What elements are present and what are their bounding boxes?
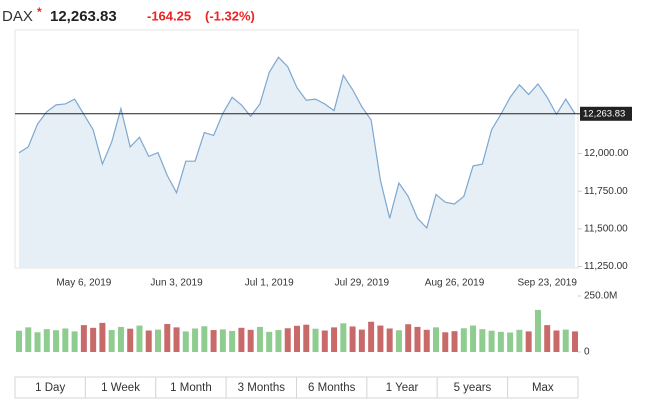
x-tick-label: Jul 1, 2019 [245, 278, 294, 289]
volume-bar [479, 329, 486, 352]
volume-bar [192, 328, 199, 352]
volume-bar [312, 328, 319, 352]
volume-bar [358, 329, 365, 352]
volume-bar [256, 326, 263, 352]
x-tick-label: Jun 3, 2019 [150, 278, 203, 289]
marker: * [37, 5, 42, 19]
volume-bar [127, 328, 134, 352]
volume-bar [294, 325, 300, 352]
volume-bar [368, 321, 375, 352]
change: -164.25 [147, 8, 191, 23]
volume-bar [117, 326, 124, 352]
volume-bar [53, 330, 60, 352]
volume-bar [405, 324, 412, 352]
volume-bar [229, 330, 236, 352]
volume-bar [219, 329, 226, 352]
volume-bar [16, 330, 22, 352]
range-button-label[interactable]: 1 Year [386, 382, 419, 394]
volume-bar [525, 331, 532, 352]
volume-bar [90, 327, 97, 352]
volume-bar [210, 330, 217, 352]
volume-tick-label: 250.0M [584, 291, 617, 302]
volume-tick-label: 0 [584, 347, 590, 358]
x-tick-label: Aug 26, 2019 [425, 278, 485, 289]
volume-bar [340, 323, 347, 352]
volume-bar [488, 330, 495, 352]
volume-bar [238, 327, 245, 352]
volume-bar [182, 331, 189, 352]
symbol: DAX [2, 8, 33, 25]
y-tick-label: 11,500.00 [584, 223, 628, 234]
volume-bar [497, 331, 504, 352]
range-button-label[interactable]: 1 Day [35, 382, 65, 394]
range-button[interactable] [507, 376, 579, 399]
volume-bar [553, 330, 560, 352]
volume-bar [349, 326, 356, 352]
range-button-label[interactable]: Max [532, 382, 554, 394]
volume-bar [43, 329, 50, 352]
volume-bar [136, 325, 143, 352]
volume-bar [414, 326, 421, 352]
price: 12,263.83 [50, 8, 117, 25]
volume-bar [34, 332, 41, 352]
y-tick-label: 12,000.00 [584, 148, 629, 159]
volume-bar [155, 329, 161, 352]
volume-bar [507, 332, 514, 352]
volume-bar [451, 331, 458, 352]
range-button-label[interactable]: 1 Month [170, 382, 212, 394]
x-tick-label: Jul 29, 2019 [335, 278, 390, 289]
volume-bar [247, 329, 254, 352]
volume-bar [99, 322, 106, 352]
volume-bar [386, 328, 393, 352]
volume-bar [71, 331, 78, 352]
volume-bar [303, 324, 310, 352]
range-button-label[interactable]: 6 Months [308, 382, 356, 394]
volume-bar [321, 330, 328, 352]
volume-bar [572, 331, 578, 352]
volume-bar [470, 325, 477, 352]
volume-bar [80, 325, 87, 352]
x-tick-label: May 6, 2019 [56, 278, 111, 289]
volume-bar [201, 326, 208, 352]
volume-bar [25, 327, 32, 352]
volume-bar [562, 329, 569, 352]
volume-bar [395, 330, 402, 352]
volume-bar [164, 324, 171, 352]
volume-bar [534, 309, 541, 352]
y-tick-label: 11,750.00 [584, 186, 628, 197]
last-price-label: 12,263.83 [583, 108, 625, 119]
volume-bar [275, 330, 282, 352]
range-button-label[interactable]: 3 Months [238, 382, 286, 394]
volume-bar [62, 328, 69, 352]
x-tick-label: Sep 23, 2019 [517, 278, 577, 289]
last-price-box [580, 106, 632, 121]
volume-bar [173, 327, 180, 352]
volume-bar [377, 325, 384, 352]
volume-bar [145, 330, 152, 352]
volume-bar [544, 325, 551, 352]
volume-bar [423, 329, 430, 352]
change-percent: (-1.32%) [205, 8, 255, 23]
volume-bar [460, 328, 467, 352]
range-button-label[interactable]: 1 Week [101, 382, 140, 394]
area-fill [19, 57, 575, 268]
volume-bar [433, 327, 439, 352]
volume-bar [108, 330, 115, 352]
volume-bar [284, 328, 291, 352]
volume-bar [266, 331, 273, 352]
y-tick-label: 11,250.00 [584, 261, 628, 272]
volume-bar [331, 327, 338, 352]
volume-bar [442, 332, 449, 352]
price-line [18, 56, 576, 230]
volume-bar [516, 329, 523, 352]
range-button-label[interactable]: 5 years [454, 382, 492, 394]
